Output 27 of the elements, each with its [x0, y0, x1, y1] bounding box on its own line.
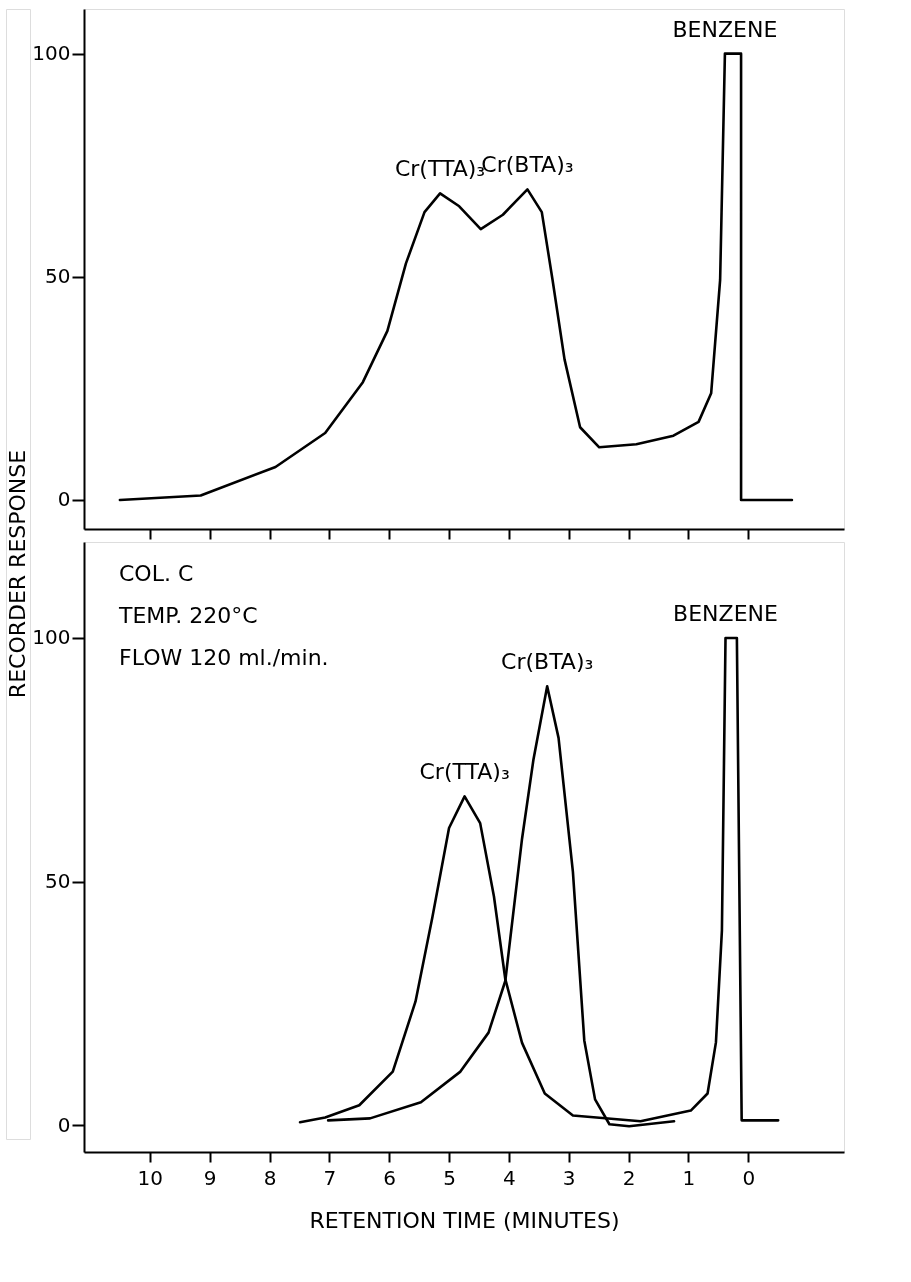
y-tick-label: 100	[32, 625, 71, 650]
annotation: BENZENE	[672, 16, 778, 42]
annotation: FLOW 120 ml./min.	[119, 645, 329, 670]
y-tick-label: 0	[57, 1112, 71, 1137]
x-axis-title: RETENTION TIME (MINUTES)	[309, 1207, 620, 1233]
y-tick-label: 50	[45, 869, 71, 894]
annotation: BENZENE	[673, 600, 778, 626]
annotation: Cr(BTA)₃	[501, 649, 594, 675]
x-tick-label: 10	[137, 1165, 164, 1190]
y-tick-label: 50	[45, 264, 71, 289]
x-tick-label: 4	[503, 1165, 516, 1190]
x-tick-label: 7	[323, 1165, 337, 1190]
x-tick-label: 6	[383, 1165, 397, 1190]
annotation: TEMP. 220°C	[118, 603, 258, 628]
x-tick-label: 1	[682, 1165, 696, 1190]
annotation: COL. C	[119, 561, 194, 586]
annotation: Cr(TTA)₃	[419, 759, 510, 785]
y-tick-label: 0	[57, 487, 71, 512]
y-tick-label: 100	[32, 41, 71, 66]
x-tick-label: 0	[742, 1165, 756, 1190]
x-tick-label: 5	[443, 1165, 456, 1190]
x-tick-label: 9	[203, 1165, 217, 1190]
x-tick-label: 2	[622, 1165, 636, 1190]
y-axis-title: RECORDER RESPONSE	[5, 449, 30, 699]
x-tick-label: 3	[562, 1165, 576, 1190]
x-tick-label: 8	[263, 1165, 277, 1190]
line-series	[118, 52, 794, 502]
